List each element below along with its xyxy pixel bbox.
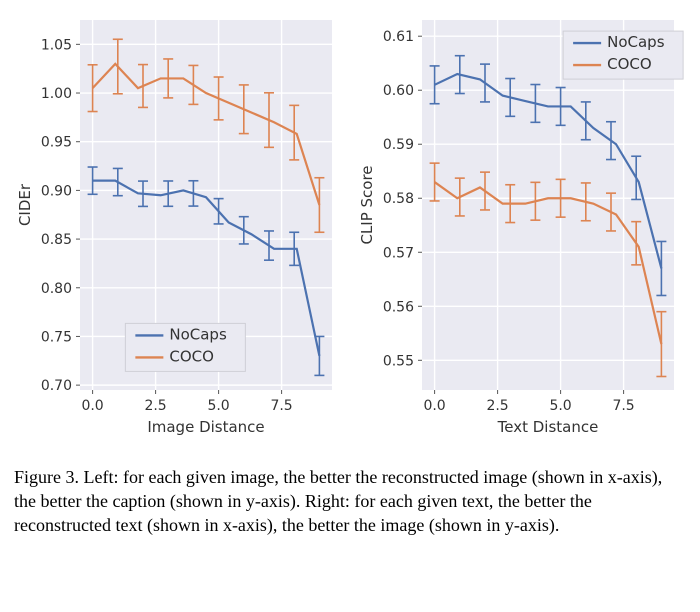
svg-text:2.5: 2.5 (486, 398, 508, 414)
svg-text:1.00: 1.00 (41, 86, 72, 102)
svg-text:Text Distance: Text Distance (497, 418, 599, 436)
svg-text:NoCaps: NoCaps (607, 33, 665, 51)
svg-text:0.0: 0.0 (423, 398, 445, 414)
svg-text:0.60: 0.60 (383, 83, 414, 99)
svg-text:2.5: 2.5 (144, 398, 166, 414)
svg-text:0.75: 0.75 (41, 329, 72, 345)
svg-text:COCO: COCO (169, 347, 214, 365)
svg-text:0.56: 0.56 (383, 299, 414, 315)
svg-text:0.55: 0.55 (383, 353, 414, 369)
svg-text:Image Distance: Image Distance (147, 418, 264, 436)
panels-row: 0.0 2.5 5.0 7.5 0.70 0.75 0.80 0.85 0.90 0.95 1.00… (10, 8, 690, 448)
svg-text:COCO: COCO (607, 55, 652, 73)
svg-text:0.59: 0.59 (383, 137, 414, 153)
svg-text:0.90: 0.90 (41, 183, 72, 199)
svg-text:0.61: 0.61 (383, 29, 414, 45)
svg-text:0.95: 0.95 (41, 135, 72, 151)
svg-text:7.5: 7.5 (612, 398, 634, 414)
svg-text:0.70: 0.70 (41, 378, 72, 394)
svg-text:1.05: 1.05 (41, 37, 72, 53)
svg-text:0.80: 0.80 (41, 281, 72, 297)
panel-right: 0.0 2.5 5.0 7.5 0.55 0.56 0.57 0.58 0.59 0.60 0.61… (352, 8, 690, 448)
svg-text:CIDEr: CIDEr (16, 183, 34, 226)
svg-text:NoCaps: NoCaps (169, 325, 227, 343)
svg-text:0.0: 0.0 (81, 398, 103, 414)
svg-text:0.85: 0.85 (41, 232, 72, 248)
svg-text:7.5: 7.5 (270, 398, 292, 414)
svg-text:0.58: 0.58 (383, 191, 414, 207)
panel-left: 0.0 2.5 5.0 7.5 0.70 0.75 0.80 0.85 0.90 0.95 1.00… (10, 8, 348, 448)
figure-3: 0.0 2.5 5.0 7.5 0.70 0.75 0.80 0.85 0.90 0.95 1.00… (0, 0, 700, 548)
chart-left: 0.0 2.5 5.0 7.5 0.70 0.75 0.80 0.85 0.90 0.95 1.00… (10, 8, 348, 448)
svg-text:5.0: 5.0 (549, 398, 571, 414)
svg-text:CLIP Score: CLIP Score (358, 165, 376, 244)
svg-text:0.57: 0.57 (383, 245, 414, 261)
chart-right: 0.0 2.5 5.0 7.5 0.55 0.56 0.57 0.58 0.59 0.60 0.61… (352, 8, 690, 448)
figure-caption: Figure 3. Left: for each given image, th… (10, 466, 690, 538)
svg-text:5.0: 5.0 (207, 398, 229, 414)
